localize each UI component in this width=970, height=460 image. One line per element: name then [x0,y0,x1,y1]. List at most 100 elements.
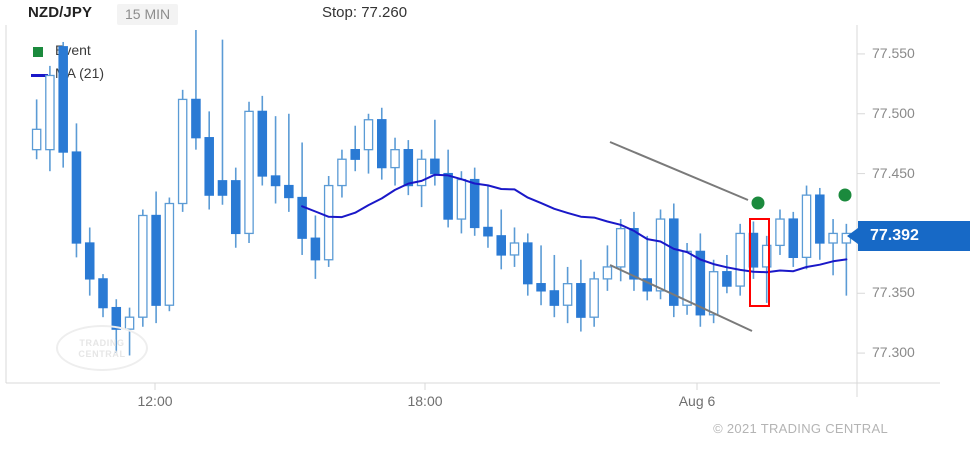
stop-price-label: Stop: 77.260 [322,4,408,21]
candlestick[interactable] [775,209,785,255]
candlestick[interactable] [363,113,374,174]
candle-body [549,290,560,306]
candlestick[interactable] [642,235,653,301]
candlestick[interactable] [509,227,520,267]
candlestick[interactable] [244,101,254,243]
event-square-icon [33,47,43,57]
candlestick[interactable] [377,107,387,180]
candle-body [151,214,161,306]
candlestick[interactable] [350,125,360,172]
candle-body [58,46,68,153]
candlestick[interactable] [257,95,268,186]
candlestick[interactable] [31,99,42,160]
candlestick[interactable] [695,233,706,327]
channel-upper-trendline[interactable] [609,141,749,201]
event-dot-marker[interactable] [751,196,765,210]
candle-body [669,218,679,306]
candlestick[interactable] [761,235,772,303]
candlestick[interactable] [416,149,427,208]
candlestick[interactable] [98,274,108,318]
candlestick[interactable] [828,219,838,276]
candle-body [562,283,573,306]
candle-body [722,271,732,287]
channel-lower-trendline[interactable] [609,264,753,332]
candle-body [257,110,268,177]
candlestick[interactable] [71,123,82,258]
candle-body [761,244,772,268]
candlestick[interactable] [191,30,201,150]
candlestick[interactable] [217,39,228,205]
candlestick[interactable] [270,116,281,204]
candlestick[interactable] [549,254,560,318]
candlestick[interactable] [469,167,480,236]
candlestick[interactable] [722,254,732,294]
candlestick[interactable] [230,167,241,248]
candle-body [403,149,414,187]
current-price-tag[interactable]: 77.392 [847,221,970,251]
candlestick[interactable] [164,197,175,312]
candle-body [284,184,294,199]
candle-body [828,232,838,244]
x-axis-label: Aug 6 [678,393,716,409]
candlestick[interactable] [655,209,666,300]
price-tag-arrow-icon [847,228,858,244]
seal-line-2: CENTRAL [78,349,126,359]
candlestick[interactable] [801,185,812,270]
candlestick[interactable] [151,191,161,324]
candlestick[interactable] [496,209,506,270]
chart-header: NZD/JPY 15 MIN Stop: 77.260 [0,0,970,34]
candlestick[interactable] [735,223,745,296]
candle-body [815,194,825,244]
y-axis-label: 77.350 [872,284,915,301]
candlestick[interactable] [177,89,188,212]
symbol-title: NZD/JPY [28,4,93,21]
candlestick[interactable] [523,233,533,296]
candlestick[interactable] [602,245,613,291]
candle-body [191,98,201,139]
timeframe-badge[interactable]: 15 MIN [117,4,179,25]
candle-body [164,202,175,306]
candlestick[interactable] [788,211,799,267]
candlestick[interactable] [323,175,334,267]
candlestick[interactable] [284,113,294,212]
candle-body [430,158,440,175]
candlestick[interactable] [138,209,148,327]
candlestick[interactable] [403,140,414,196]
candle-body [323,184,334,261]
candlestick[interactable] [337,149,347,198]
candle-body [98,278,108,309]
candlestick[interactable] [629,211,639,291]
candlestick[interactable] [84,227,95,296]
candlestick[interactable] [669,203,679,318]
candlestick[interactable] [297,142,307,255]
candle-body [45,74,55,151]
candlestick[interactable] [310,215,321,279]
candle-body [576,283,586,318]
candle-body [310,237,321,261]
candlestick[interactable] [483,185,493,248]
event-dot-marker[interactable] [838,188,852,202]
candle-body [695,250,706,316]
candlestick[interactable] [58,41,68,168]
candlestick[interactable] [536,245,546,306]
moving-average-line [301,173,848,274]
candlestick[interactable] [390,137,400,186]
candle-body [124,316,135,330]
candlestick[interactable] [443,149,453,228]
x-axis-label: 18:00 [407,393,443,409]
candlestick[interactable] [815,187,825,260]
candlestick[interactable] [562,266,573,324]
candlestick[interactable] [576,259,586,332]
candle-body [177,98,188,205]
candle-body [204,137,214,196]
candle-body [138,214,148,318]
candle-body [337,158,347,187]
candle-body [801,194,812,259]
pattern-highlight-box[interactable] [749,218,770,307]
candle-body [629,227,639,280]
candlestick[interactable] [589,271,599,327]
candlestick[interactable] [45,65,55,172]
candlestick[interactable] [204,111,214,210]
